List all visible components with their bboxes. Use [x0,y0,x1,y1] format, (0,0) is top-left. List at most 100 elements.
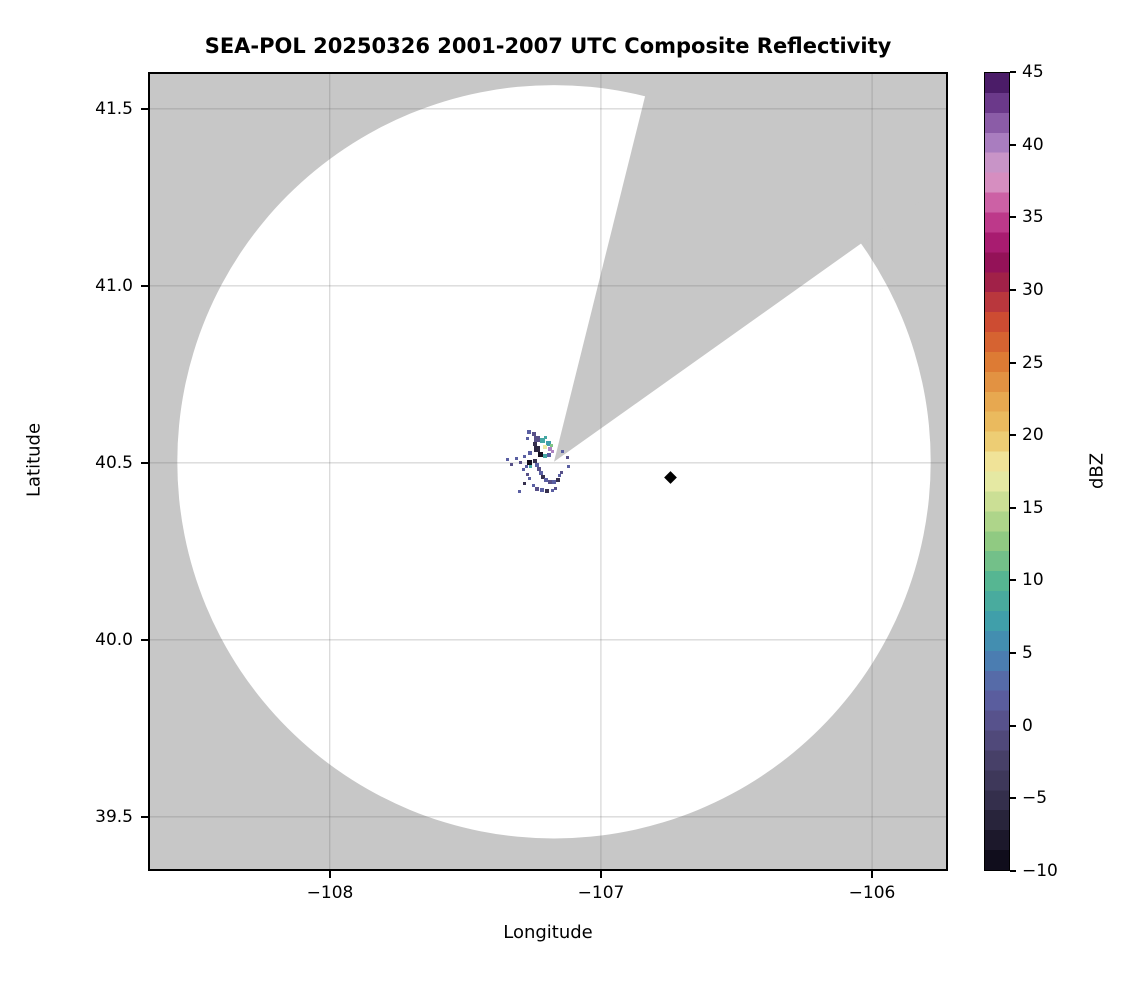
x-tick-mark [329,871,331,878]
x-axis-label: Longitude [503,922,593,943]
chart-title: SEA-POL 20250326 2001-2007 UTC Composite… [204,34,892,58]
echo-cell [541,475,546,479]
colorbar-tick-label: 5 [1022,643,1033,663]
echo-cell [556,478,560,483]
echo-cell [531,484,535,488]
colorbar-tick-mark [1010,797,1016,799]
echo-cell [551,449,555,453]
colorbar-tick-mark [1010,289,1016,291]
y-tick-mark [141,462,148,464]
colorbar-tick-label: 40 [1022,135,1044,155]
echo-cell [540,488,544,493]
echo-cell [518,460,522,464]
colorbar-tick-label: 10 [1022,570,1044,590]
radar-map-canvas [148,72,948,871]
echo-cell [533,442,537,447]
echo-cell [537,467,542,472]
echo-cell [545,440,551,446]
colorbar-tick-mark [1010,144,1016,146]
colorbar-tick-mark [1010,362,1016,364]
y-axis-label: Latitude [23,422,45,498]
echo-cell [559,470,563,474]
echo-cell [543,454,547,459]
site-marker-diamond [664,470,678,484]
y-tick-label: 39.5 [95,807,133,827]
echo-cell [528,450,533,455]
echo-cell [527,476,531,480]
echo-cell [531,432,536,437]
colorbar-tick-mark [1010,652,1016,654]
echo-cell [526,459,532,465]
colorbar-tick-label: 25 [1022,353,1044,373]
echo-cell [534,487,539,491]
x-tick-label: −108 [306,883,354,903]
echo-cell [567,464,571,468]
colorbar-tick-mark [1010,579,1016,581]
colorbar [984,72,1010,871]
echo-cell [558,474,562,478]
echo-cell [510,462,514,466]
y-tick-label: 41.5 [95,99,133,119]
colorbar-tick-label: 35 [1022,207,1044,227]
echo-cell [547,453,552,457]
echo-cell [533,436,540,443]
colorbar-label: dBZ [1086,452,1108,490]
plot-area [148,72,948,871]
y-tick-label: 40.0 [95,630,133,650]
echo-cell [549,444,553,448]
colorbar-tick-label: 15 [1022,498,1044,518]
echo-cell [527,430,531,434]
echo-cell [538,451,544,457]
echo-cell [565,455,569,459]
echo-cell [561,450,565,454]
echo-cell [525,472,529,476]
x-tick-mark [871,871,873,878]
echo-cell [521,468,525,472]
echo-cell [543,435,547,439]
y-tick-label: 41.0 [95,276,133,296]
colorbar-tick-label: 20 [1022,425,1044,445]
colorbar-tick-label: 45 [1022,62,1044,82]
x-tick-label: −107 [577,883,625,903]
colorbar-tick-mark [1010,725,1016,727]
echo-cell [539,438,545,444]
echo-cell [522,481,526,485]
colorbar-tick-label: −10 [1022,861,1058,881]
echo-cell [544,489,549,494]
echo-cell [543,444,547,449]
y-tick-mark [141,639,148,641]
y-tick-mark [141,816,148,818]
echo-cell [517,490,521,494]
echo-cell [547,447,552,451]
echo-cell [533,459,537,464]
echo-cell [524,464,528,468]
echo-cell [550,488,554,492]
plot-spine [148,72,948,871]
echo-cell [552,479,556,484]
colorbar-tick-mark [1010,71,1016,73]
echo-cell [544,478,549,483]
colorbar-tick-mark [1010,216,1016,218]
echo-cell [514,456,518,460]
echo-cell [529,464,533,468]
echo-cell [547,479,552,484]
y-tick-label: 40.5 [95,453,133,473]
colorbar-tick-mark [1010,507,1016,509]
blocked-sector-wedge [554,72,948,462]
y-tick-mark [141,285,148,287]
echo-cell [538,471,543,476]
echo-layer [148,72,948,871]
colorbar-tick-label: 30 [1022,280,1044,300]
colorbar-tick-label: 0 [1022,716,1033,736]
x-tick-label: −106 [848,883,896,903]
colorbar-tick-mark [1010,434,1016,436]
echo-cell [525,436,529,440]
colorbar-tick-mark [1010,870,1016,872]
y-tick-mark [141,108,148,110]
x-tick-mark [600,871,602,878]
echo-cell [554,486,558,490]
echo-cell [522,454,526,458]
echo-cell [506,457,510,461]
colorbar-tick-label: −5 [1022,788,1048,808]
